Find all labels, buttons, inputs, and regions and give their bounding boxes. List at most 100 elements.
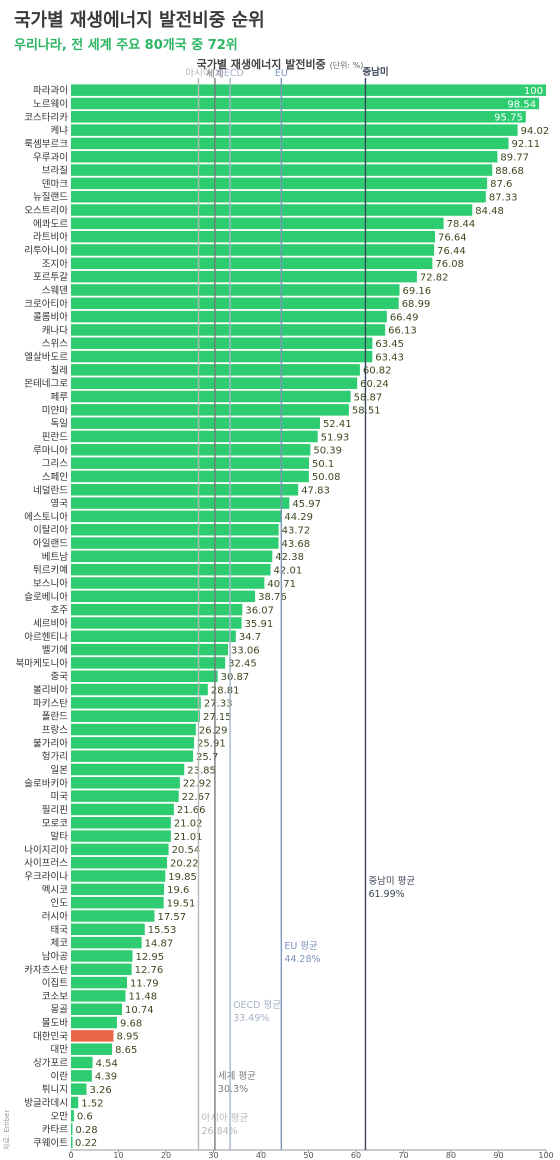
reference-line-name: EU: [275, 68, 288, 79]
category-label: 스페인: [42, 472, 68, 483]
bar: [71, 577, 265, 589]
category-label: 카자흐스탄: [24, 965, 68, 976]
data-label: 78.44: [447, 219, 476, 230]
category-label: 프랑스: [42, 724, 68, 736]
data-label: 25.7: [196, 752, 218, 763]
bar: [71, 124, 518, 136]
bar: [71, 603, 243, 616]
data-label: 47.83: [301, 486, 330, 497]
data-label: 52.41: [323, 419, 352, 430]
reference-avg-label: 세계 평균: [218, 1070, 256, 1082]
category-label: 북마케도니아: [16, 658, 69, 669]
category-label: 볼리비아: [33, 685, 68, 696]
data-label: 76.08: [435, 259, 464, 270]
bar: [71, 617, 242, 629]
reference-avg-label: 중남미 평균: [368, 876, 415, 887]
category-label: 에스토니아: [24, 512, 68, 523]
category-label: 에콰도르: [33, 219, 68, 230]
category-label: 우루과이: [33, 152, 68, 163]
category-label: 튀르키예: [33, 564, 68, 576]
data-label: 9.68: [120, 1018, 142, 1029]
category-label: 조지아: [42, 259, 68, 270]
category-label: 코스타리카: [24, 112, 68, 123]
data-label: 66.49: [390, 312, 419, 323]
data-label: 0.28: [75, 1125, 97, 1136]
chart-unit: (단위: %): [329, 61, 364, 70]
category-label: 미국: [51, 792, 69, 803]
bar: [71, 111, 526, 123]
category-label: 네덜란드: [33, 484, 68, 496]
category-label: 벨기에: [42, 645, 68, 656]
bar: [71, 337, 373, 349]
data-label: 43.72: [282, 526, 311, 537]
x-tick-label: 50: [303, 1151, 313, 1160]
bar: [71, 284, 400, 296]
category-label: 대한민국: [33, 1031, 68, 1042]
data-label: 27.15: [203, 712, 232, 723]
category-label: 크로아티아: [24, 299, 68, 310]
data-label: 26.29: [199, 725, 228, 736]
category-label: 튀니지: [42, 1084, 68, 1096]
data-label: 30.87: [221, 672, 250, 683]
x-tick-label: 30: [208, 1151, 218, 1160]
bar: [71, 763, 185, 776]
data-label: 14.87: [145, 938, 174, 949]
data-label: 63.43: [375, 352, 404, 363]
bar: [71, 1096, 79, 1109]
category-label: 카타르: [42, 1125, 68, 1136]
bar: [71, 510, 282, 523]
data-label: 94.02: [521, 126, 550, 137]
bar: [71, 97, 540, 110]
reference-avg-value: 30.3%: [218, 1084, 248, 1095]
category-label: 루마니아: [33, 445, 68, 456]
category-label: 덴마크: [42, 179, 68, 190]
category-label: 몰도바: [42, 1018, 68, 1029]
data-label: 20.54: [172, 845, 201, 856]
bar: [71, 537, 279, 549]
category-label: 중국: [51, 672, 69, 683]
bar: [71, 270, 417, 283]
chart-title: 국가별 재생에너지 발전비중 (단위: %): [160, 56, 400, 72]
category-label: 우크라이나: [24, 872, 68, 883]
x-tick-label: 40: [256, 1151, 266, 1160]
category-label: 이탈리아: [33, 524, 68, 536]
category-label: 폴란드: [42, 711, 68, 723]
bar: [71, 137, 509, 150]
bar: [71, 750, 194, 762]
category-label: 코소보: [42, 991, 68, 1002]
bar: [71, 670, 218, 682]
reference-line-name: 중남미: [362, 66, 388, 78]
data-label: 8.95: [117, 1032, 139, 1043]
bar: [71, 190, 486, 203]
reference-avg-value: 26.84%: [201, 1126, 237, 1137]
category-label: 이란: [51, 1070, 69, 1082]
bar: [71, 723, 196, 736]
category-label: 브라질: [42, 165, 68, 177]
category-label: 엘살바도르: [24, 352, 68, 363]
category-label: 아르헨티나: [24, 631, 68, 643]
bar: [71, 1123, 73, 1135]
data-label: 3.26: [89, 1085, 111, 1096]
data-label: 88.68: [495, 166, 524, 177]
bar: [71, 923, 145, 936]
bar: [71, 1056, 93, 1069]
data-label: 63.45: [375, 339, 404, 350]
data-label: 89.77: [500, 153, 529, 164]
bar: [71, 950, 133, 962]
data-label: 32.45: [228, 659, 257, 670]
x-tick-label: 100: [538, 1151, 553, 1160]
category-label: 미얀마: [42, 404, 68, 416]
category-label: 이집트: [42, 977, 68, 989]
data-label: 84.48: [475, 206, 504, 217]
data-label: 68.99: [402, 299, 431, 310]
category-label: 방글라데시: [24, 1098, 68, 1109]
x-tick-label: 60: [351, 1151, 361, 1160]
data-label: 42.38: [275, 552, 304, 563]
category-label: 태국: [51, 925, 69, 936]
bar: [71, 590, 256, 603]
category-label: 룩셈부르크: [24, 139, 68, 150]
data-label: 21.02: [174, 819, 203, 830]
bar: [71, 151, 498, 163]
category-label: 몬테네그로: [24, 379, 68, 390]
